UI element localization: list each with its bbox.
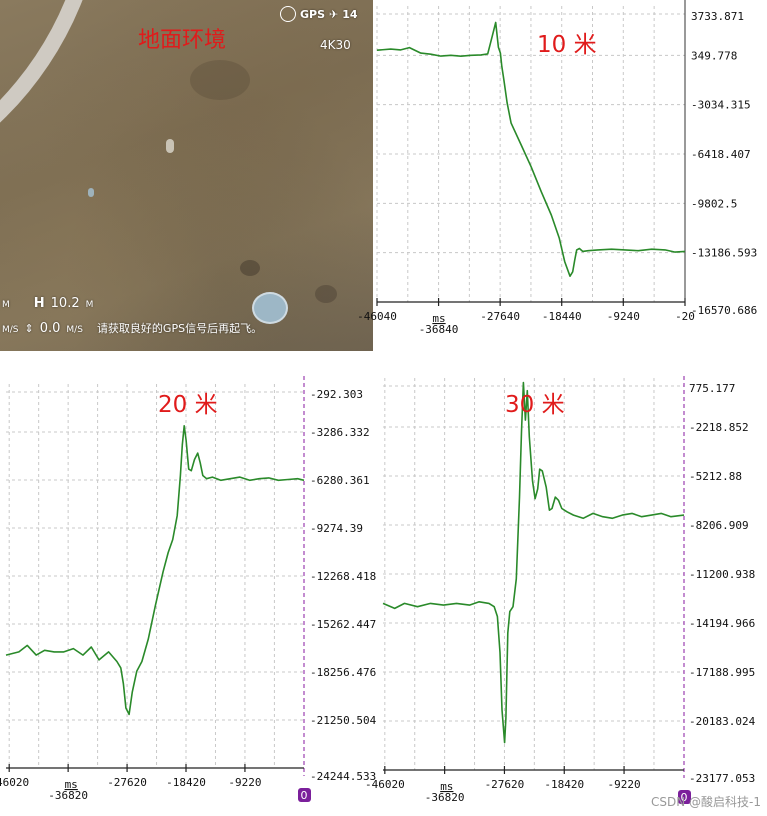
camera-mode: 4K30 bbox=[320, 38, 351, 52]
x-tick-label: -9220 bbox=[228, 776, 261, 789]
chart-30m: 775.177 -2218.852 -5212.88 -8206.909 -11200.… bbox=[365, 376, 767, 816]
height-label: H bbox=[33, 296, 45, 311]
grid bbox=[376, 6, 686, 303]
x-tick-label: -20 bbox=[675, 310, 695, 323]
y-tick-label: -18256.476 bbox=[310, 666, 376, 679]
y-tick-label: 775.177 bbox=[689, 382, 735, 395]
y-tick-label: -17188.995 bbox=[689, 666, 755, 679]
y-tick-label: -2218.852 bbox=[689, 421, 749, 434]
x-tick-label: -18440 bbox=[542, 310, 582, 323]
chart-30m-svg: 775.177 -2218.852 -5212.88 -8206.909 -11200.… bbox=[365, 376, 756, 804]
y-tick-label: -20183.024 bbox=[689, 715, 756, 728]
y-tick-label: -9274.39 bbox=[310, 522, 363, 535]
cursor-badge bbox=[298, 788, 311, 802]
cursor-badge-label: 0 bbox=[301, 789, 308, 802]
y-tick-label: -3034.315 bbox=[691, 99, 751, 112]
y-tick-label: -11200.938 bbox=[689, 568, 755, 581]
y-tick-label: -6418.407 bbox=[691, 148, 751, 161]
x-tick-label: -46020 bbox=[365, 778, 405, 791]
x-tick-label: -36820 bbox=[48, 789, 88, 802]
hud-height-row: M H 10.2 M bbox=[2, 296, 93, 311]
ground-patch-2 bbox=[315, 285, 337, 303]
y-tick-label: -6280.361 bbox=[310, 474, 370, 487]
chart-title: 10 米 bbox=[537, 32, 597, 58]
cursor-badge bbox=[678, 790, 691, 804]
gps-warning-message: 请获取良好的GPS信号后再起飞。 bbox=[96, 322, 263, 335]
y-tick-label: 349.778 bbox=[691, 49, 737, 62]
x-tick-label: -27620 bbox=[485, 778, 525, 791]
x-tick-label: -9220 bbox=[607, 778, 640, 791]
satellite-count: 14 bbox=[342, 7, 358, 21]
x-tick-label: -27640 bbox=[480, 310, 520, 323]
x-tick-label: -36820 bbox=[425, 791, 465, 804]
hud-speed-row: M/S ⇕ 0.0 M/S 请获取良好的GPS信号后再起飞。 bbox=[2, 320, 262, 336]
chart-10m: 3733.871 349.778 -3034.315 -6418.407 -9802.5… bbox=[357, 0, 767, 352]
x-tick-label: -46040 bbox=[357, 310, 397, 323]
y-tick-label: -23177.053 bbox=[689, 772, 755, 785]
y-tick-label: -13186.593 bbox=[691, 247, 757, 260]
grid bbox=[383, 378, 684, 771]
ground-patch bbox=[240, 260, 260, 276]
gps-shield-icon bbox=[280, 6, 296, 22]
y-tick-label: -5212.88 bbox=[689, 470, 742, 483]
satellite-icon: ✈ bbox=[329, 7, 339, 21]
speed-value: 0.0 bbox=[39, 321, 61, 336]
left-unit-2: M/S bbox=[2, 325, 19, 335]
hud-top: GPS ✈ 14 bbox=[280, 6, 358, 22]
cursor-badge-label: 0 bbox=[681, 791, 688, 804]
speed-unit: M/S bbox=[66, 325, 83, 335]
y-tick-label: -21250.504 bbox=[310, 714, 377, 727]
watermark: CSDN @酸启科技-1 bbox=[651, 795, 761, 809]
manhole-cover bbox=[252, 292, 288, 324]
chart-10m-svg: 3733.871 349.778 -3034.315 -6418.407 -9802.5… bbox=[357, 0, 757, 336]
x-unit-label: ms bbox=[65, 778, 78, 791]
x-tick-label: -18420 bbox=[544, 778, 584, 791]
ground-stone-2 bbox=[88, 188, 94, 197]
y-tick-label: -12268.418 bbox=[310, 570, 376, 583]
y-tick-label: -8206.909 bbox=[689, 519, 749, 532]
x-tick-label: -36840 bbox=[419, 323, 459, 336]
x-unit-label: ms bbox=[432, 312, 445, 325]
x-tick-label: -9240 bbox=[607, 310, 640, 323]
y-tick-label: -24244.533 bbox=[310, 770, 376, 783]
y-tick-label: 3733.871 bbox=[691, 10, 744, 23]
x-tick-label: -18420 bbox=[166, 776, 206, 789]
ground-stone bbox=[166, 139, 174, 153]
x-tick-label: -27620 bbox=[107, 776, 147, 789]
chart-20m-svg: -292.303 -3286.332 -6280.361 -9274.39 -12268… bbox=[0, 376, 377, 802]
series-line bbox=[376, 21, 686, 277]
grid bbox=[6, 384, 304, 769]
chart-20m: -292.303 -3286.332 -6280.361 -9274.39 -12268… bbox=[0, 376, 383, 816]
left-unit-1: M bbox=[2, 300, 10, 310]
ground-environment-photo: 地面环境 GPS ✈ 14 4K30 M H 10.2 M M/S ⇕ 0.0 … bbox=[0, 0, 373, 351]
chart-title: 30 米 bbox=[505, 392, 565, 418]
x-unit-label: ms bbox=[440, 780, 453, 793]
y-tick-label: -14194.966 bbox=[689, 617, 755, 630]
ground-patch-3 bbox=[190, 60, 250, 100]
gps-label: GPS bbox=[300, 7, 326, 21]
height-value: 10.2 bbox=[50, 296, 80, 311]
y-tick-label: -9802.5 bbox=[691, 197, 737, 210]
vertical-speed-icon: ⇕ bbox=[24, 322, 34, 335]
photo-title: 地面环境 bbox=[138, 28, 227, 53]
chart-title: 20 米 bbox=[158, 392, 218, 418]
series-line bbox=[5, 425, 305, 716]
walkway-curve bbox=[0, 0, 106, 216]
series-line bbox=[382, 381, 685, 744]
x-tick-label: -46020 bbox=[0, 776, 29, 789]
height-unit: M bbox=[85, 300, 94, 310]
y-tick-label: -3286.332 bbox=[310, 426, 370, 439]
y-tick-label: -16570.686 bbox=[691, 304, 757, 317]
y-tick-label: -292.303 bbox=[310, 388, 363, 401]
y-tick-label: -15262.447 bbox=[310, 618, 376, 631]
